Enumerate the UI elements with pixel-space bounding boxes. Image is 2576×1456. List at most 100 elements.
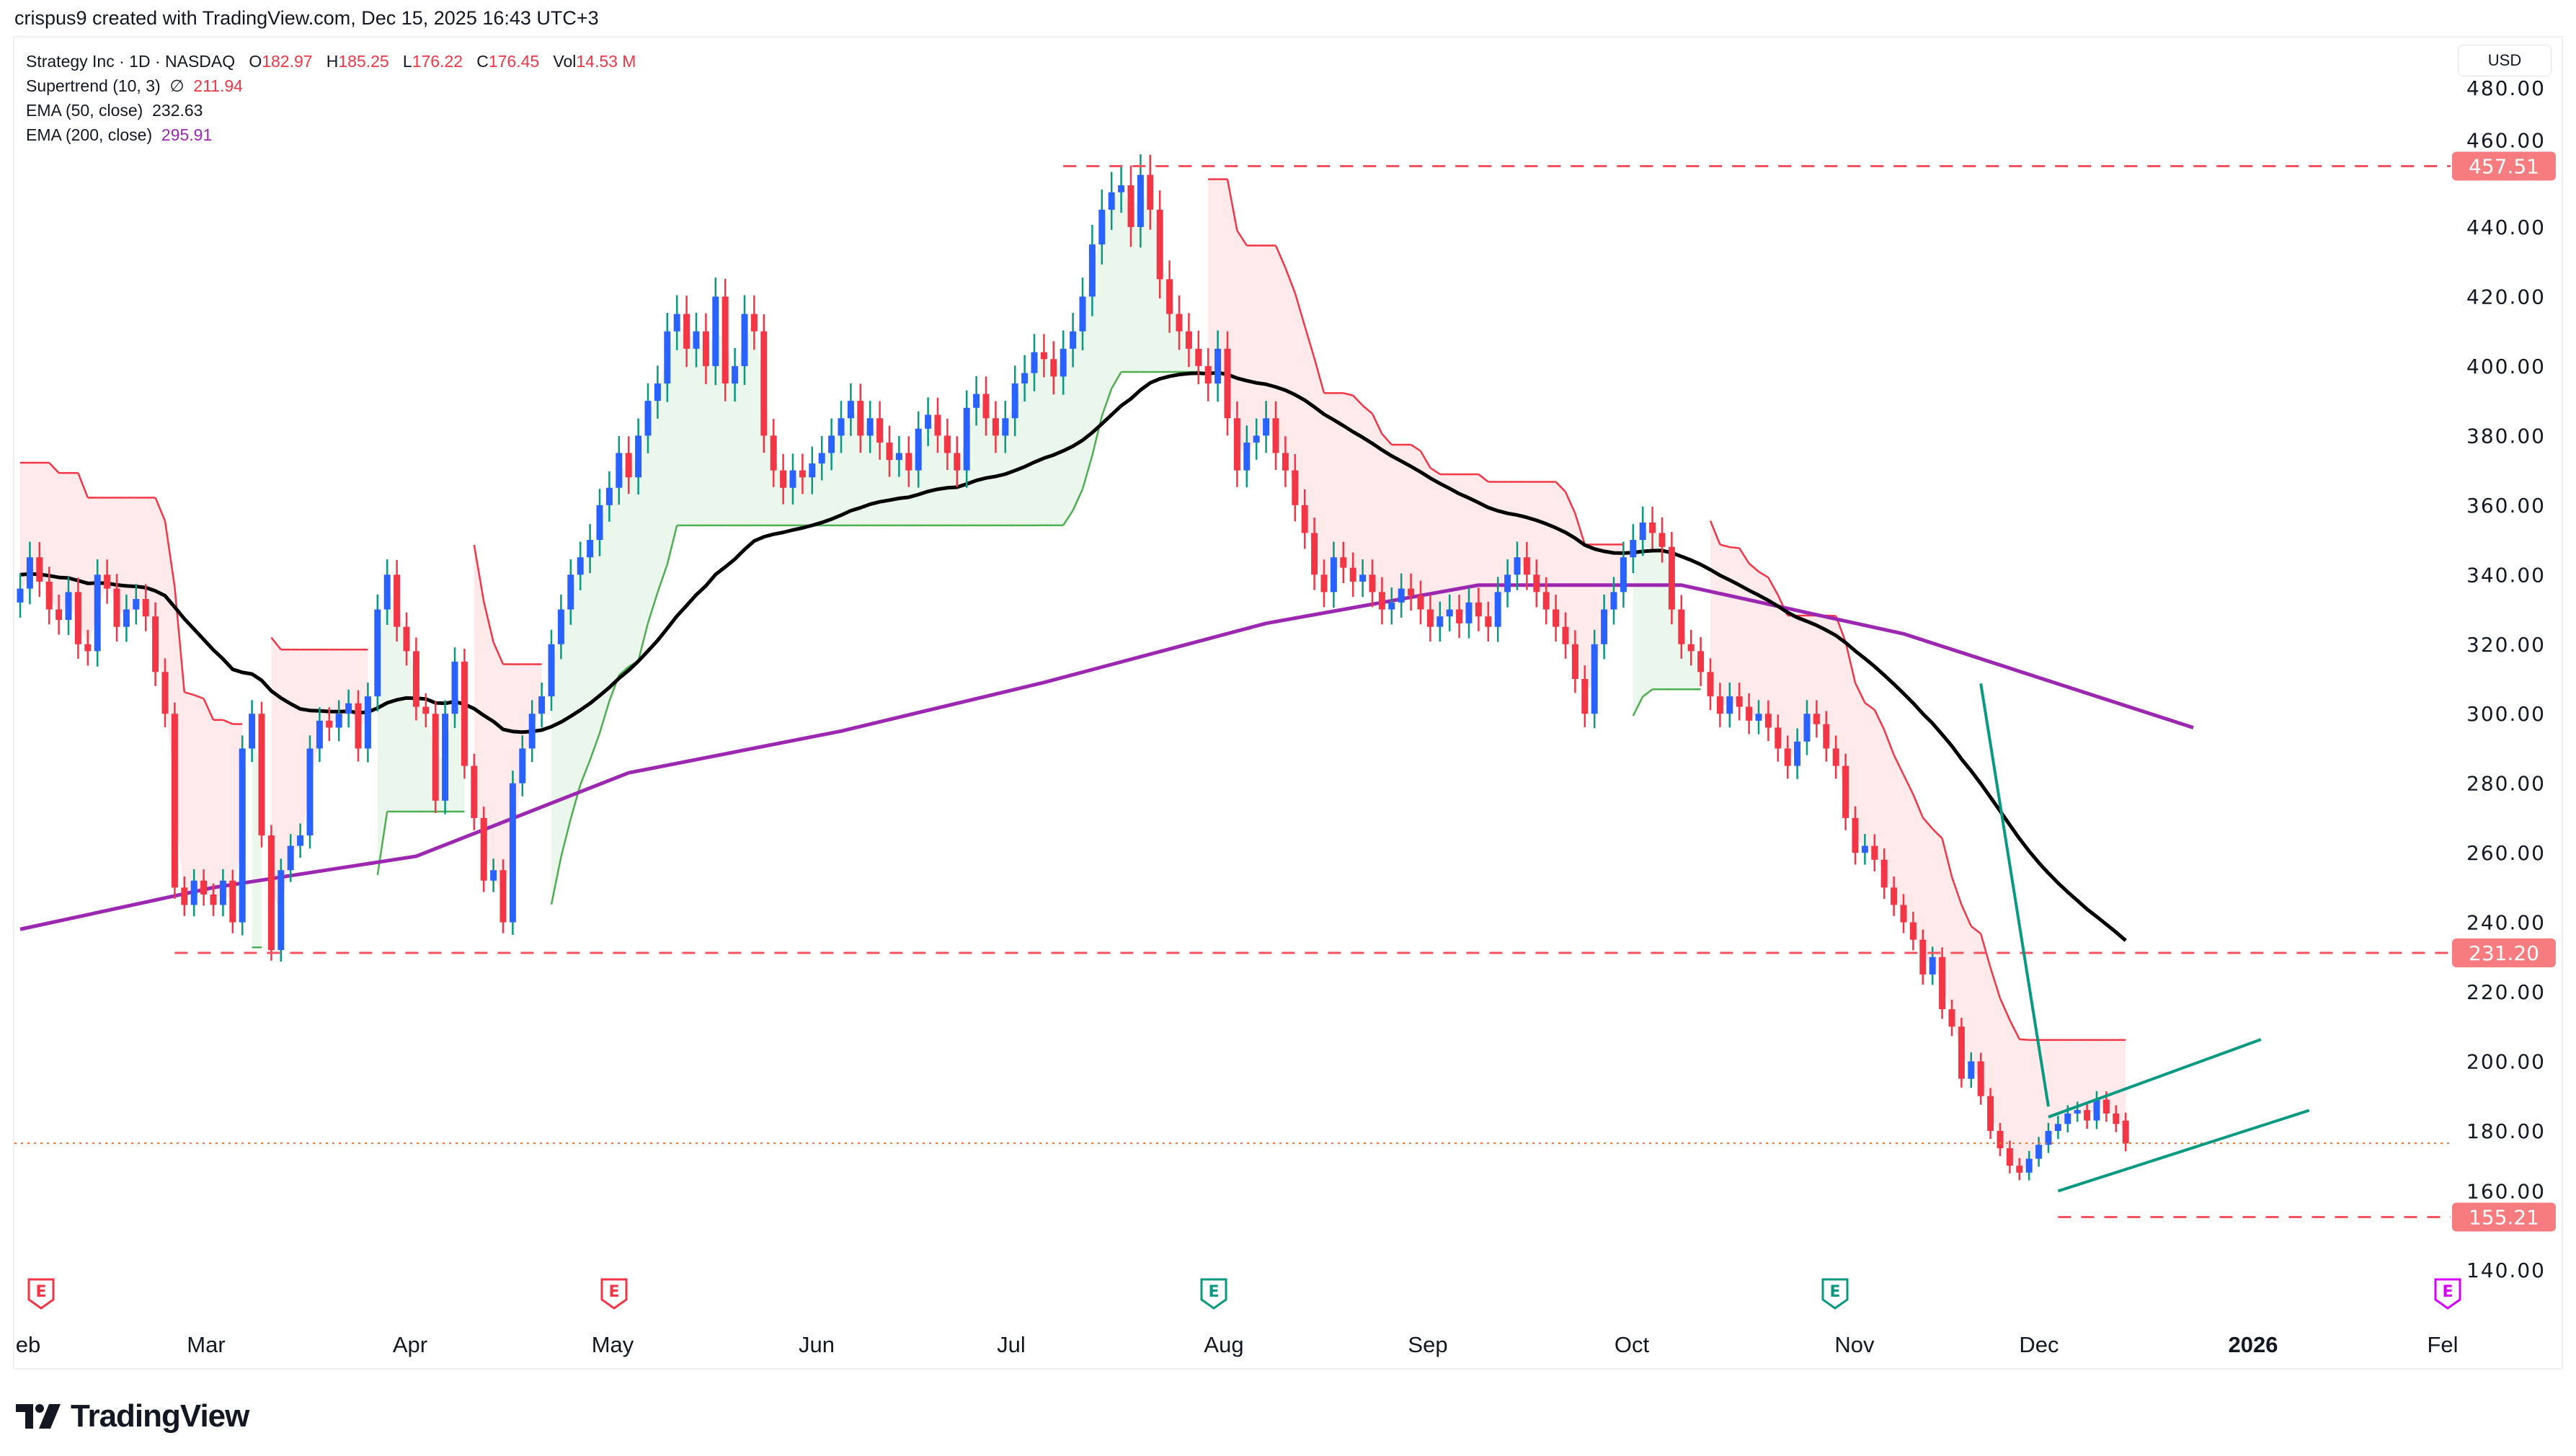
symbol-legend-row[interactable]: Strategy Inc · 1D · NASDAQ O182.97 H185.… (26, 49, 636, 74)
supertrend-line-segment (1989, 967, 2002, 999)
candle-body (1678, 609, 1685, 644)
ema50-label[interactable]: EMA (50, close) (26, 101, 143, 120)
supertrend-line-segment (657, 564, 668, 593)
candle (142, 584, 149, 631)
supertrend-line-segment (1844, 642, 1857, 683)
candle (934, 397, 941, 453)
supertrend-fill (1517, 481, 1527, 567)
candle (2045, 1122, 2052, 1153)
supertrend-fill (783, 479, 793, 525)
supertrend-fill (745, 322, 755, 525)
earnings-marker[interactable]: E (1821, 1278, 1849, 1310)
candle (1118, 164, 1125, 213)
candle-body (383, 574, 391, 610)
candle (1253, 418, 1260, 460)
candle-body (490, 870, 497, 881)
supertrend-line-segment (482, 601, 494, 643)
candle-body (2113, 1113, 2120, 1124)
supertrend-line-segment (48, 462, 60, 474)
candle (1504, 559, 1511, 608)
supertrend-fill (1131, 200, 1141, 373)
supertrend-line-segment (1101, 388, 1113, 417)
candle (905, 436, 912, 487)
candle-body (1156, 209, 1163, 280)
ema200-legend-row[interactable]: EMA (200, close) 295.91 (26, 123, 636, 147)
candle-body (635, 435, 642, 478)
earnings-marker-badge (600, 1278, 628, 1310)
candle-body (712, 296, 719, 366)
candle (1176, 295, 1183, 350)
supertrend-fill (1140, 192, 1150, 373)
candle (1900, 894, 1907, 933)
candle-body (616, 453, 623, 488)
candle-body (432, 714, 439, 801)
supertrend-fill (1343, 393, 1354, 575)
candle-body (1359, 574, 1367, 582)
candle (1871, 834, 1878, 871)
candle-body (982, 394, 990, 419)
candle-body (2045, 1130, 2052, 1145)
supertrend-line-segment (1960, 904, 1972, 927)
candle (1523, 541, 1530, 590)
candle-body (1311, 533, 1318, 575)
candle (1398, 573, 1405, 618)
supertrend-fill (1759, 572, 1769, 721)
earnings-marker[interactable]: E (600, 1278, 628, 1310)
candle (915, 411, 922, 488)
level-price-label: 155.21 (2469, 1206, 2539, 1230)
earnings-marker[interactable]: E (1200, 1278, 1227, 1310)
supertrend-fill (1932, 828, 1942, 984)
low-label: L (402, 52, 412, 71)
candle (1861, 834, 1868, 865)
price-pane (17, 154, 2194, 1181)
candle-body (287, 845, 294, 871)
candle-body (683, 314, 690, 349)
supertrend-line-segment (376, 811, 388, 876)
y-axis-tick-label: 420.00 (2466, 285, 2546, 308)
supertrend-fill (1294, 293, 1305, 520)
candle (828, 418, 835, 471)
candle-body (1127, 185, 1134, 227)
candle (267, 825, 275, 961)
candle (432, 701, 439, 814)
supertrend-fill (1826, 616, 1836, 758)
supertrend-label[interactable]: Supertrend (10, 3) (26, 76, 161, 95)
supertrend-line-segment (1932, 827, 1943, 840)
supertrend-line-segment (1642, 688, 1653, 698)
tradingview-logo[interactable]: TradingView (16, 1398, 249, 1434)
chart-legend: Strategy Inc · 1D · NASDAQ O182.97 H185.… (26, 49, 636, 147)
y-axis-tick-label: 340.00 (2466, 563, 2546, 587)
supertrend-fill (1633, 531, 1643, 716)
y-axis-tick-label: 460.00 (2466, 129, 2546, 153)
candle (403, 612, 410, 666)
candle-body (1263, 418, 1270, 436)
candle-body (442, 714, 449, 801)
supertrend-legend-row[interactable]: Supertrend (10, 3) ∅ 211.94 (26, 74, 636, 98)
supertrend-fill (213, 719, 223, 900)
currency-button[interactable]: USD (2458, 45, 2551, 76)
supertrend-line-segment (2019, 1038, 2030, 1042)
candle-body (732, 365, 739, 384)
candle-body (1485, 616, 1492, 627)
supertrend-fill (1246, 245, 1257, 457)
trendline (2048, 1038, 2262, 1119)
candle-body (1891, 887, 1898, 905)
supertrend-line-segment (1883, 729, 1895, 755)
candle (1011, 365, 1018, 437)
chart-frame (13, 36, 2563, 1370)
candle (577, 541, 584, 590)
ema50-legend-row[interactable]: EMA (50, close) 232.63 (26, 98, 636, 123)
candle (1919, 929, 1927, 985)
candle (1263, 401, 1270, 453)
earnings-marker[interactable]: E (2434, 1278, 2461, 1310)
hidden-input-icon: ∅ (169, 76, 185, 95)
ema200-label[interactable]: EMA (200, close) (26, 125, 153, 144)
earnings-marker[interactable]: E (27, 1278, 55, 1310)
candle-body (818, 453, 825, 463)
x-axis-tick-label: Dec (2019, 1332, 2058, 1357)
candle (1417, 580, 1424, 625)
candle-body (104, 574, 111, 589)
symbol-name[interactable]: Strategy Inc · 1D · NASDAQ (26, 52, 236, 71)
candle (1446, 594, 1453, 631)
